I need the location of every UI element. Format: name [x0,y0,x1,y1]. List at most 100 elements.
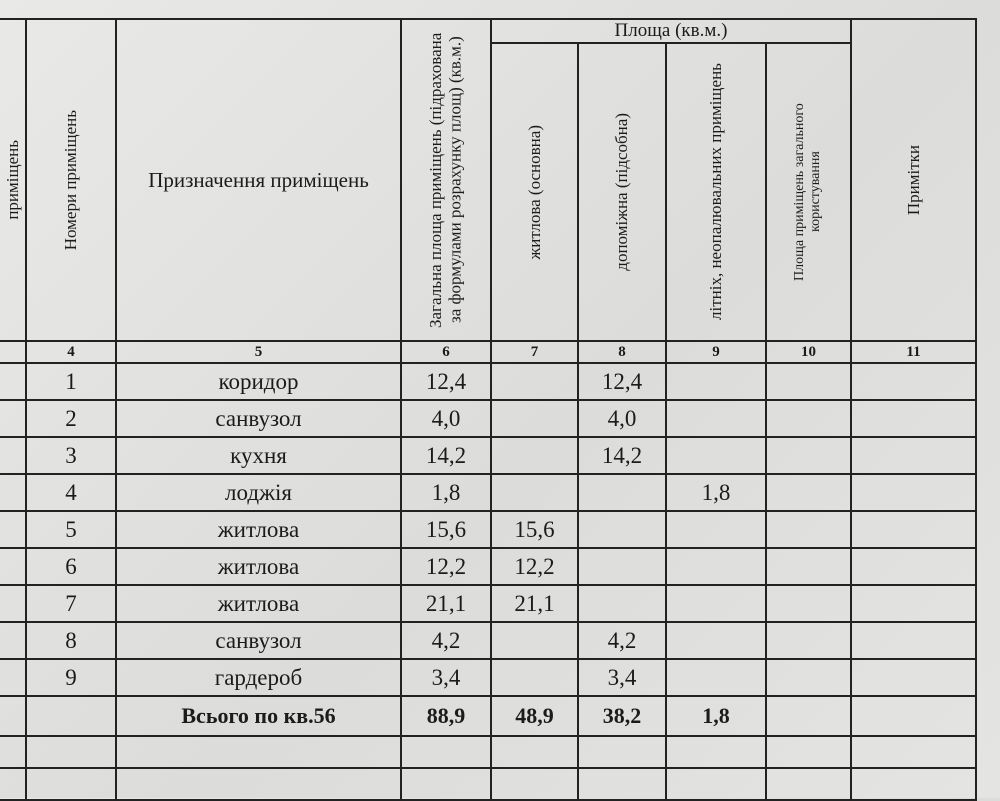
empty-cell [850,547,977,586]
cell-summer [665,436,767,475]
cell-summer: 1,8 [665,473,767,512]
header-total-area: Загальна площа приміщень (підрахована за… [400,18,492,342]
total-area: 88,9 [400,695,492,737]
empty-cell [0,547,27,586]
cell-summer [665,547,767,586]
cell-purpose: житлова [115,584,402,623]
empty-cell [0,362,27,401]
header-room-purpose: Призначення приміщень [115,18,402,342]
header-living: житлова (основна) [490,42,579,342]
cell-n: 2 [25,399,117,438]
header-notes: Примітки [850,18,977,342]
table-row: 9 гардероб 3,4 3,4 [0,658,977,697]
room-area-table: приміщень Номери приміщень Призначення п… [0,18,977,801]
total-aux: 38,2 [577,695,667,737]
cell-living [490,658,579,697]
empty-cell [765,399,852,438]
cell-total: 15,6 [400,510,492,549]
col-num: 8 [577,340,667,364]
cell-purpose: санвузол [115,621,402,660]
cell-living: 21,1 [490,584,579,623]
total-living: 48,9 [490,695,579,737]
cell-total: 1,8 [400,473,492,512]
cell-summer [665,621,767,660]
cell-n: 5 [25,510,117,549]
empty-cell [0,473,27,512]
table-row: 6 житлова 12,2 12,2 [0,547,977,586]
header-common: Площа приміщень загального користування [765,42,852,342]
empty-cell [850,658,977,697]
cell-aux: 14,2 [577,436,667,475]
cell-n: 7 [25,584,117,623]
cell-aux: 12,4 [577,362,667,401]
total-label: Всього по кв.56 [115,695,402,737]
blank-row [0,767,977,801]
cell-aux: 4,0 [577,399,667,438]
empty-cell [850,621,977,660]
cell-purpose: житлова [115,510,402,549]
empty-cell [765,584,852,623]
empty-cell [0,584,27,623]
empty-cell [0,436,27,475]
col-num: 7 [490,340,579,364]
cell-living [490,436,579,475]
cell-living: 12,2 [490,547,579,586]
empty-cell [765,658,852,697]
cell-purpose: санвузол [115,399,402,438]
cell-summer [665,510,767,549]
empty-cell [765,621,852,660]
cell-n: 6 [25,547,117,586]
table-row: 3 кухня 14,2 14,2 [0,436,977,475]
cell-living: 15,6 [490,510,579,549]
cell-aux [577,473,667,512]
empty-cell [765,362,852,401]
col-num: 9 [665,340,767,364]
blank-row [0,735,977,769]
empty-cell [0,510,27,549]
cell-purpose: кухня [115,436,402,475]
cell-living [490,473,579,512]
cell-aux [577,547,667,586]
cell-living [490,399,579,438]
cell-n: 9 [25,658,117,697]
col-num: 11 [850,340,977,364]
cell-n: 3 [25,436,117,475]
col-num: 6 [400,340,492,364]
cell-purpose: житлова [115,547,402,586]
cell-total: 12,4 [400,362,492,401]
cell-purpose: коридор [115,362,402,401]
table-row: 8 санвузол 4,2 4,2 [0,621,977,660]
clipped-header: приміщень [0,18,27,342]
empty-cell [0,621,27,660]
empty-cell [850,399,977,438]
cell-aux: 3,4 [577,658,667,697]
cell-aux: 4,2 [577,621,667,660]
empty-cell [850,473,977,512]
cell-total: 14,2 [400,436,492,475]
empty-cell [765,473,852,512]
table-row: 5 житлова 15,6 15,6 [0,510,977,549]
cell-aux [577,584,667,623]
cell-total: 3,4 [400,658,492,697]
cell-living [490,621,579,660]
table-row: 7 житлова 21,1 21,1 [0,584,977,623]
table-row: 1 коридор 12,4 12,4 [0,362,977,401]
cell-n: 1 [25,362,117,401]
column-numbers-row: 4 5 6 7 8 9 10 11 [0,340,977,364]
cell-purpose: гардероб [115,658,402,697]
cell-total: 21,1 [400,584,492,623]
table-row: 2 санвузол 4,0 4,0 [0,399,977,438]
empty-cell [0,399,27,438]
cell-summer [665,658,767,697]
cell-total: 4,2 [400,621,492,660]
cell-total: 12,2 [400,547,492,586]
cell-summer [665,362,767,401]
total-summer: 1,8 [665,695,767,737]
col-num: 4 [25,340,117,364]
empty-cell [765,547,852,586]
empty-cell [850,436,977,475]
empty-cell [765,510,852,549]
cell-total: 4,0 [400,399,492,438]
cell-n: 8 [25,621,117,660]
empty-cell [850,584,977,623]
